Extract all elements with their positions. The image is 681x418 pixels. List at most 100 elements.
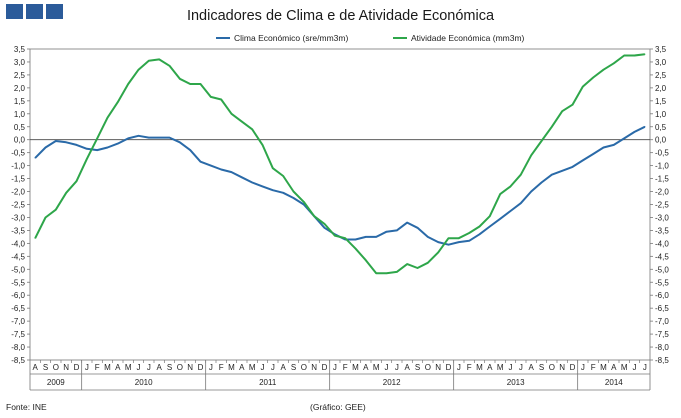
month-label: J [457, 363, 461, 372]
month-label: M [621, 363, 628, 372]
data-point [65, 141, 67, 143]
y-tick-label-left: -5,5 [11, 278, 25, 287]
month-label: J [643, 363, 647, 372]
data-point [385, 272, 388, 274]
data-point [458, 241, 460, 243]
month-label: J [137, 363, 141, 372]
data-point [406, 222, 408, 224]
data-point [520, 202, 522, 204]
data-point [602, 69, 605, 71]
y-tick-label-right: -0,5 [655, 149, 669, 158]
y-tick-label-left: -5,0 [11, 265, 25, 274]
data-point [210, 96, 212, 98]
y-tick-label-right: -5,5 [655, 278, 669, 287]
y-tick-label-right: 0,5 [655, 123, 667, 132]
y-tick-label-left: -8,0 [11, 343, 25, 352]
month-label: A [611, 363, 617, 372]
y-tick-label-right: -3,0 [655, 213, 669, 222]
data-point [613, 144, 615, 146]
month-label: D [446, 363, 452, 372]
series-line [34, 125, 646, 246]
data-point [230, 171, 233, 173]
data-point [623, 137, 625, 140]
y-tick-label-left: 3,5 [14, 45, 26, 54]
y-tick-label-right: 3,0 [655, 58, 667, 67]
data-point [561, 110, 563, 112]
data-point [571, 166, 574, 168]
data-point [137, 69, 140, 71]
data-point [365, 236, 367, 238]
data-point [179, 78, 181, 80]
data-point [354, 238, 357, 241]
data-point [478, 225, 481, 228]
data-point [127, 137, 129, 140]
data-point [509, 185, 512, 187]
month-label: S [415, 363, 420, 372]
data-point [644, 53, 646, 55]
month-label: N [435, 363, 441, 372]
data-point [489, 215, 491, 217]
data-point [44, 146, 47, 149]
data-point [633, 131, 636, 133]
data-point [323, 227, 326, 229]
y-tick-label-right: -2,0 [655, 188, 669, 197]
data-point [65, 192, 67, 194]
month-label: F [591, 363, 596, 372]
month-label: S [291, 363, 296, 372]
month-label: J [209, 363, 213, 372]
plot-frame [29, 48, 651, 361]
month-label: O [549, 363, 555, 372]
data-point [261, 185, 264, 187]
y-tick-label-right: -5,0 [655, 265, 669, 274]
data-point [272, 167, 274, 169]
year-label: 2009 [47, 378, 65, 387]
month-label: A [363, 363, 369, 372]
data-point [189, 83, 191, 85]
y-tick-label-left: -8,5 [11, 356, 25, 365]
y-tick-label-left: -6,0 [11, 291, 25, 300]
data-point [602, 146, 605, 149]
data-point [189, 149, 191, 151]
month-label: M [600, 363, 607, 372]
month-label: A [280, 363, 286, 372]
data-point [292, 197, 295, 199]
month-label: J [581, 363, 585, 372]
month-label: N [187, 363, 193, 372]
y-tick-label-left: 0,0 [14, 136, 26, 145]
y-tick-label-left: 1,5 [14, 97, 26, 106]
y-tick-label-left: -4,5 [11, 252, 25, 261]
month-label: M [228, 363, 235, 372]
month-label: M [476, 363, 483, 372]
data-point [592, 153, 594, 155]
data-point [158, 137, 160, 139]
month-label: J [333, 363, 337, 372]
data-point [117, 142, 119, 145]
data-point [447, 244, 450, 246]
data-point [375, 272, 377, 274]
data-point [282, 192, 284, 194]
y-tick-label-left: -2,0 [11, 188, 25, 197]
data-point [447, 237, 450, 239]
data-point [55, 209, 57, 211]
year-label: 2014 [605, 378, 623, 387]
year-label: 2013 [507, 378, 525, 387]
month-label: S [43, 363, 48, 372]
data-point [427, 262, 429, 264]
year-label: 2012 [383, 378, 401, 387]
data-point [592, 76, 594, 79]
data-point [86, 148, 88, 150]
month-label: M [249, 363, 256, 372]
y-tick-label-right: 1,5 [655, 97, 667, 106]
y-tick-label-left: -7,5 [11, 330, 25, 339]
month-label: F [219, 363, 224, 372]
data-point [613, 62, 615, 64]
data-point [106, 146, 109, 149]
month-label: A [32, 363, 38, 372]
data-point [313, 215, 315, 217]
data-point [251, 181, 253, 184]
month-label: N [559, 363, 565, 372]
data-point [582, 159, 584, 162]
data-point [230, 113, 233, 115]
data-point [148, 60, 150, 62]
month-label: M [373, 363, 380, 372]
